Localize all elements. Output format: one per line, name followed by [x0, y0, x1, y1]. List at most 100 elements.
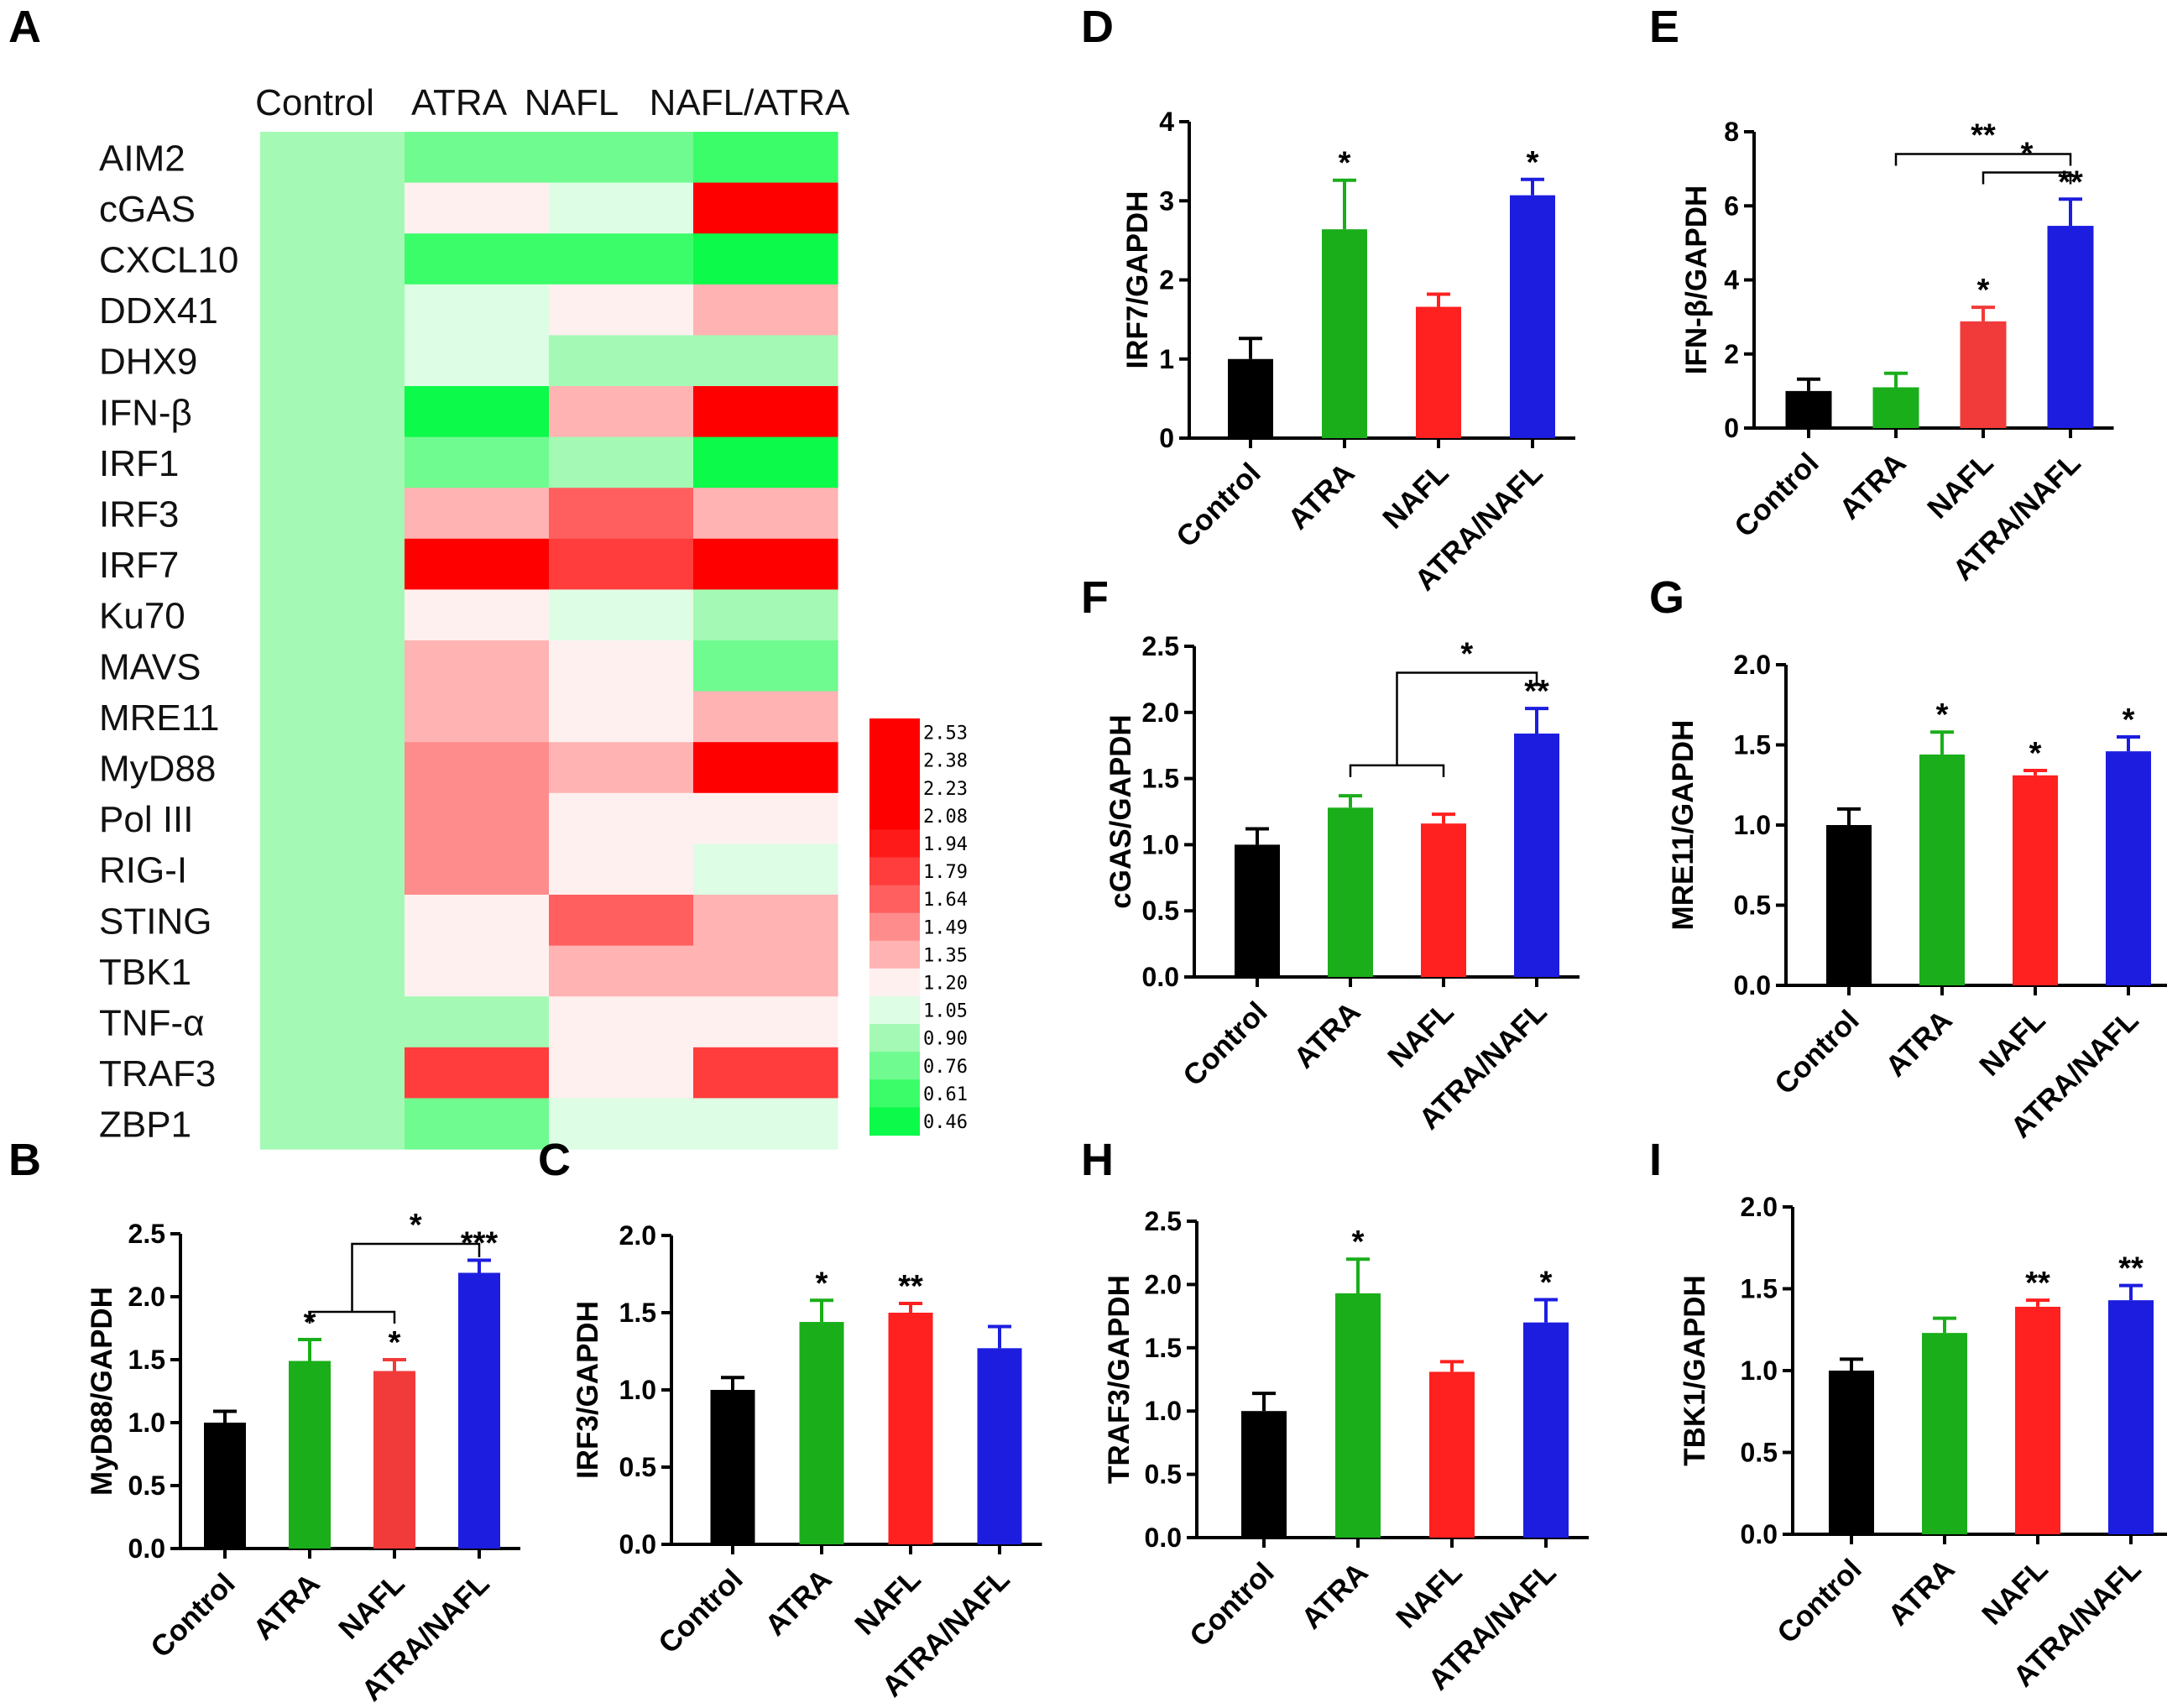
heatmap-cell	[549, 589, 694, 641]
heatmap-column-label: NAFL/ATRA	[650, 82, 850, 123]
heatmap-cell	[405, 691, 550, 743]
significance-bracket	[1396, 671, 1538, 765]
heatmap-cell	[405, 996, 550, 1048]
y-tick-label: 2.0	[1741, 1192, 1778, 1222]
legend-swatch	[869, 968, 920, 997]
legend-swatch	[869, 996, 920, 1025]
legend-swatch	[869, 829, 920, 859]
heatmap-cell	[693, 895, 838, 947]
y-tick-label: 1	[1159, 344, 1174, 374]
bar-control	[204, 1423, 246, 1549]
heatmap-cell	[260, 386, 405, 438]
heatmap-cell	[260, 742, 405, 794]
y-tick-label: 4	[1724, 265, 1739, 295]
significance-marker: *	[1339, 146, 1351, 181]
bar-nafl	[1960, 321, 2007, 428]
panel-label-C: C	[538, 1135, 571, 1185]
heatmap-cell	[549, 1098, 694, 1150]
heatmap-cell	[549, 488, 694, 540]
panel-label-F: F	[1081, 572, 1109, 623]
legend-swatch	[869, 940, 920, 969]
y-tick-label: 0.5	[1734, 891, 1771, 921]
bar-atra-nafl	[2106, 751, 2151, 985]
legend-swatch	[869, 802, 920, 830]
bar-nafl	[2013, 775, 2058, 985]
y-tick-label: 1.5	[1741, 1274, 1778, 1304]
legend-tick-label: 1.49	[923, 917, 968, 938]
y-tick-label: 0.0	[1142, 962, 1179, 992]
y-tick-label: 1.0	[619, 1375, 656, 1405]
heatmap-cell	[260, 335, 405, 387]
significance-bracket	[1894, 153, 2072, 166]
heatmap-cell	[693, 233, 838, 285]
legend-tick-label: 0.90	[923, 1029, 968, 1050]
heatmap-panel: A Control ATRA NAFL NAFL/ATRA AIM2 cGAS CXCL10 D…	[8, 2, 968, 1150]
heatmap-cell	[693, 996, 838, 1048]
heatmap-cell	[260, 132, 405, 184]
bar-control	[1228, 358, 1273, 438]
legend-tick-label: 1.35	[923, 945, 968, 966]
heatmap-cell	[549, 284, 694, 336]
heatmap-cell	[405, 488, 550, 540]
y-tick-label: 2.5	[1145, 1206, 1182, 1236]
bar-control	[1826, 825, 1872, 985]
heatmap-cell	[693, 844, 838, 896]
significance-marker: *	[389, 1325, 401, 1361]
heatmap-cell	[693, 182, 838, 234]
legend-swatch	[869, 774, 920, 802]
heatmap-cell	[405, 436, 550, 488]
heatmap-row-label: RIG-I	[99, 850, 187, 891]
y-tick-label: 2	[1159, 265, 1174, 295]
heatmap-cell	[405, 386, 550, 438]
legend-tick-label: 1.20	[923, 973, 968, 994]
y-tick-label: 0.5	[128, 1470, 165, 1501]
significance-marker: **	[2025, 1266, 2050, 1301]
panel-label-H: H	[1081, 1135, 1114, 1185]
panel-label-G: G	[1649, 572, 1684, 623]
legend-swatch	[869, 1024, 920, 1052]
y-axis-title: cGAS/GAPDH	[1104, 714, 1137, 908]
legend-swatch	[869, 1052, 920, 1080]
bar-atra	[1919, 754, 1965, 985]
y-axis-title: TRAF3/GAPDH	[1103, 1275, 1136, 1484]
heatmap-cell	[693, 488, 838, 540]
legend-tick-label: 1.79	[923, 862, 968, 883]
bar-control	[1829, 1371, 1874, 1534]
heatmap-cell	[549, 335, 694, 387]
bracket-label: *	[1460, 637, 1473, 672]
heatmap-cell	[405, 640, 550, 692]
heatmap-cell	[260, 895, 405, 947]
y-tick-label: 1.0	[1145, 1396, 1182, 1426]
heatmap-cell	[260, 284, 405, 336]
heatmap-cell	[693, 386, 838, 438]
heatmap-cell	[405, 742, 550, 794]
significance-marker: *	[816, 1266, 828, 1301]
heatmap-cell	[549, 742, 694, 794]
bar-atra-nafl	[1514, 734, 1559, 977]
legend-swatch	[869, 857, 920, 886]
y-tick-label: 0.5	[1741, 1438, 1778, 1468]
y-axis-title: MyD88/GAPDH	[86, 1287, 118, 1496]
heatmap-cell	[549, 792, 694, 844]
bar-control	[1785, 390, 1832, 428]
heatmap-cell	[549, 132, 694, 184]
y-axis-title: TBK1/GAPDH	[1679, 1275, 1711, 1466]
heatmap-cell	[260, 488, 405, 540]
heatmap-row-label: STING	[99, 901, 211, 942]
heatmap-row-label: Pol III	[99, 799, 194, 840]
legend-swatch	[869, 885, 920, 914]
y-tick-label: 2.5	[128, 1219, 165, 1249]
y-tick-label: 1.5	[1734, 730, 1771, 760]
y-tick-label: 1.0	[1734, 810, 1771, 840]
legend-tick-label: 1.94	[923, 834, 968, 855]
heatmap-row-label: DHX9	[99, 342, 197, 383]
significance-marker: *	[1977, 273, 1990, 308]
y-tick-label: 3	[1159, 185, 1174, 216]
heatmap-cell	[405, 284, 550, 336]
panel-label-B: B	[8, 1135, 41, 1185]
y-tick-label: 0.5	[1142, 896, 1179, 926]
y-tick-label: 1.5	[1145, 1333, 1182, 1363]
y-tick-label: 1.5	[128, 1345, 165, 1375]
heatmap-cell	[693, 742, 838, 794]
